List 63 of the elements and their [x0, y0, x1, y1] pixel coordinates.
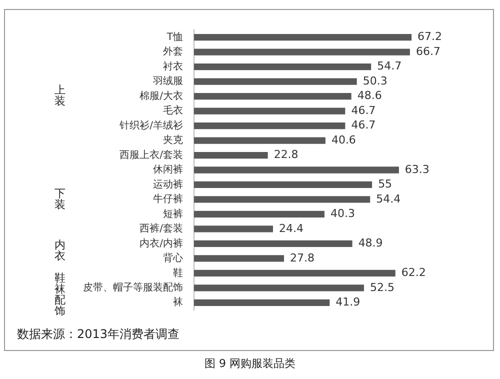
y-tick-label: 外套: [163, 46, 183, 58]
text: 图 9 网购服装品类: [204, 356, 296, 371]
y-tick-label: 牛仔裤: [153, 193, 183, 206]
y-tick-label: 鞋: [173, 266, 183, 279]
bar: [194, 93, 352, 100]
data-label: 54.7: [377, 60, 402, 73]
source-note: 数据来源：2013年消费者调查: [17, 327, 180, 341]
y-tick-label: 皮带、帽子等服装配饰: [83, 281, 183, 294]
bar: [194, 196, 370, 203]
data-label: 63.3: [404, 162, 430, 176]
text: 下装: [54, 186, 66, 211]
bar: [194, 78, 357, 85]
bar: [194, 181, 372, 188]
y-tick-label: 休闲裤: [153, 164, 183, 176]
bar: [194, 299, 330, 306]
data-label: 54.4: [376, 192, 401, 206]
data-label: 40.6: [331, 133, 356, 146]
text: 内衣: [54, 238, 66, 262]
bar: [194, 64, 372, 70]
data-label: 52.5: [370, 280, 394, 294]
y-tick-label: 袜: [173, 296, 183, 308]
y-tick-label: 棉服/大衣: [140, 90, 183, 102]
data-label: 48.6: [357, 89, 382, 102]
bar: [194, 122, 346, 130]
y-tick-label: 短裤: [163, 208, 183, 220]
bar: [194, 240, 352, 247]
bar: [194, 152, 268, 159]
bar: [194, 226, 273, 232]
data-label: 62.2: [401, 266, 426, 280]
y-tick-label: 内衣/内裤: [140, 237, 183, 250]
y-tick-label: 羽绒服: [153, 75, 183, 88]
data-label: 48.9: [358, 236, 383, 250]
bar: [194, 210, 324, 218]
bar: [194, 255, 284, 262]
bar: [194, 34, 412, 41]
data-label: 27.8: [290, 251, 315, 264]
bar: [194, 48, 410, 56]
data-label: 41.9: [336, 295, 360, 308]
data-label: 55: [378, 178, 392, 191]
y-tick-label: 毛衣: [163, 104, 183, 117]
y-tick-label: 西裤/套装: [140, 222, 183, 235]
y-tick-label: 背心: [163, 252, 183, 264]
bar: [194, 166, 399, 174]
y-tick-label: 针织衫/羊绒衫: [118, 119, 183, 132]
bar: [194, 137, 326, 144]
y-tick-label: T恤: [166, 30, 183, 43]
y-tick-label: 衬衣: [163, 60, 183, 72]
data-label: 40.3: [330, 207, 355, 220]
y-tick-label: 西服上衣/套装: [120, 148, 183, 161]
data-label: 46.7: [351, 104, 376, 117]
text: 上装: [54, 84, 66, 108]
data-label: 66.7: [416, 44, 440, 58]
data-label: 24.4: [278, 222, 304, 235]
bar: [194, 284, 364, 292]
text: 鞋袜配饰: [54, 272, 66, 318]
bar: [194, 270, 396, 276]
data-label: 22.8: [274, 148, 298, 162]
bar: [194, 108, 346, 114]
data-label: 46.7: [351, 118, 376, 132]
data-label: 50.3: [362, 74, 388, 88]
data-label: 67.2: [418, 30, 442, 44]
y-tick-label: 运动裤: [153, 178, 183, 190]
y-tick-label: 夹克: [163, 134, 183, 146]
